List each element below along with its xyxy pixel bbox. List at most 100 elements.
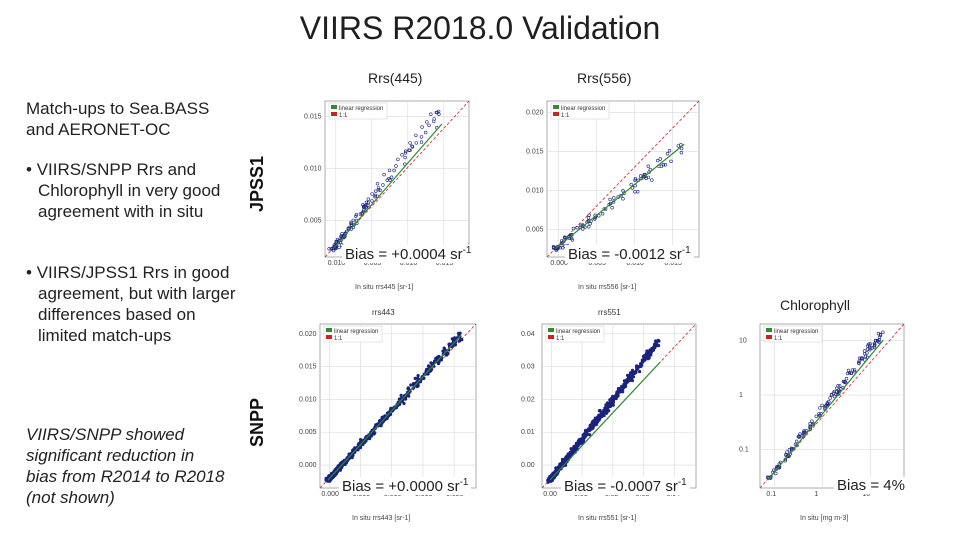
scatter-jpss1-rrs556: 0.000 0.005 0.010 0.015 0.020 0.015 0.010 0.005… [525,95,703,267]
data-point [679,143,683,147]
legend-label-1to1: 1:1 [556,336,565,342]
bias-snpp-chlorophyll: Bias = 4% [834,477,908,494]
data-point [610,205,614,210]
data-point [591,425,595,429]
bias-snpp-rrs556: Bias = -0.0007 sr-1 [561,477,690,495]
col-label-rrs445: Rrs(445) [368,70,423,86]
data-point [866,347,870,351]
data-point [658,157,663,161]
data-point [554,468,558,472]
left-heading: Match-ups to Sea.BASS and AERONET-OC [26,99,210,139]
row-label-snpp: SNPP [247,397,267,447]
x-tick-label: 0.015 [664,260,682,267]
data-point [615,391,620,395]
data-point [868,342,872,346]
data-point [618,389,622,394]
data-point [366,201,371,205]
data-point [575,444,579,448]
data-point [324,478,328,482]
regression-line [767,339,884,481]
data-point [399,393,403,397]
regression-line [327,334,462,481]
data-point [579,440,584,445]
y-tick-label: 0.04 [521,331,535,338]
data-point [396,157,400,162]
y-tick-label: 0.015 [299,364,317,371]
data-point [844,376,849,381]
scatter-jpss1-rrs445: 0.010 0.005 0.010 0.015 0.015 0.010 0.005 linea… [303,95,473,267]
data-point [789,446,794,451]
data-point [437,361,441,366]
data-point [562,461,566,465]
data-point [637,369,642,374]
legend-swatch-1to1 [331,112,337,116]
data-point [575,225,579,230]
legend-swatch-1to1 [548,335,554,339]
data-point [392,168,396,173]
data-point [361,203,365,207]
data-point [403,149,408,153]
data-point [349,221,353,226]
data-point [592,217,597,221]
data-point [460,338,464,342]
legend-swatch-fit [766,328,772,332]
data-point [612,196,616,200]
data-point [368,436,372,441]
data-point [442,346,446,350]
data-point [865,351,869,355]
y-tick-label: 0.1 [739,447,749,454]
data-point [376,188,381,192]
data-point [387,176,391,181]
data-point [382,172,386,177]
data-point [625,373,630,378]
data-point [679,150,684,155]
legend-label-1to1: 1:1 [339,113,348,119]
data-point [366,203,370,207]
data-point [571,226,576,231]
legend-swatch-1to1 [553,112,559,116]
data-point [605,405,609,410]
legend-box [328,102,388,120]
data-point [362,208,366,212]
data-point [370,199,374,203]
data-point [586,216,591,220]
data-point [633,177,638,181]
regression-line [549,361,661,481]
data-point [876,331,881,336]
scatter-svg: 0.010 0.005 0.010 0.015 0.015 0.010 0.005 linea… [304,100,470,267]
data-point [608,404,612,408]
data-point [814,414,819,419]
data-point [397,397,401,401]
data-point [605,411,609,415]
bullet-marker: • [26,160,32,179]
data-point [634,369,638,373]
x-tick-label: 0.005 [364,260,382,267]
data-point [834,386,839,391]
data-point [563,236,567,240]
data-point [600,211,605,216]
scatter-svg: 0.0000.0050.0100.0150.0200.0200.0150.010… [299,323,477,498]
data-point [410,144,414,148]
data-point [458,331,462,335]
data-point [434,356,438,361]
y-tick-label: 0.00 [521,462,535,469]
data-point [794,439,799,444]
data-point [402,401,406,406]
data-point [413,376,417,381]
data-point [416,377,420,381]
y-tick-label: 10 [739,337,747,344]
data-point [828,396,832,400]
data-point [548,479,552,483]
data-point [656,158,660,163]
x-tick-label: 0.000 [550,260,568,267]
x-axis-label: In situ rrs443 [sr-1] [352,515,411,522]
legend-label-1to1: 1:1 [774,336,783,342]
data-point [569,447,573,451]
data-point [562,235,567,239]
data-point [416,383,420,388]
x-tick-label: 0.015 [436,260,454,267]
data-point [829,393,834,397]
data-point [387,168,392,173]
data-point [423,130,428,135]
data-point [680,146,684,151]
